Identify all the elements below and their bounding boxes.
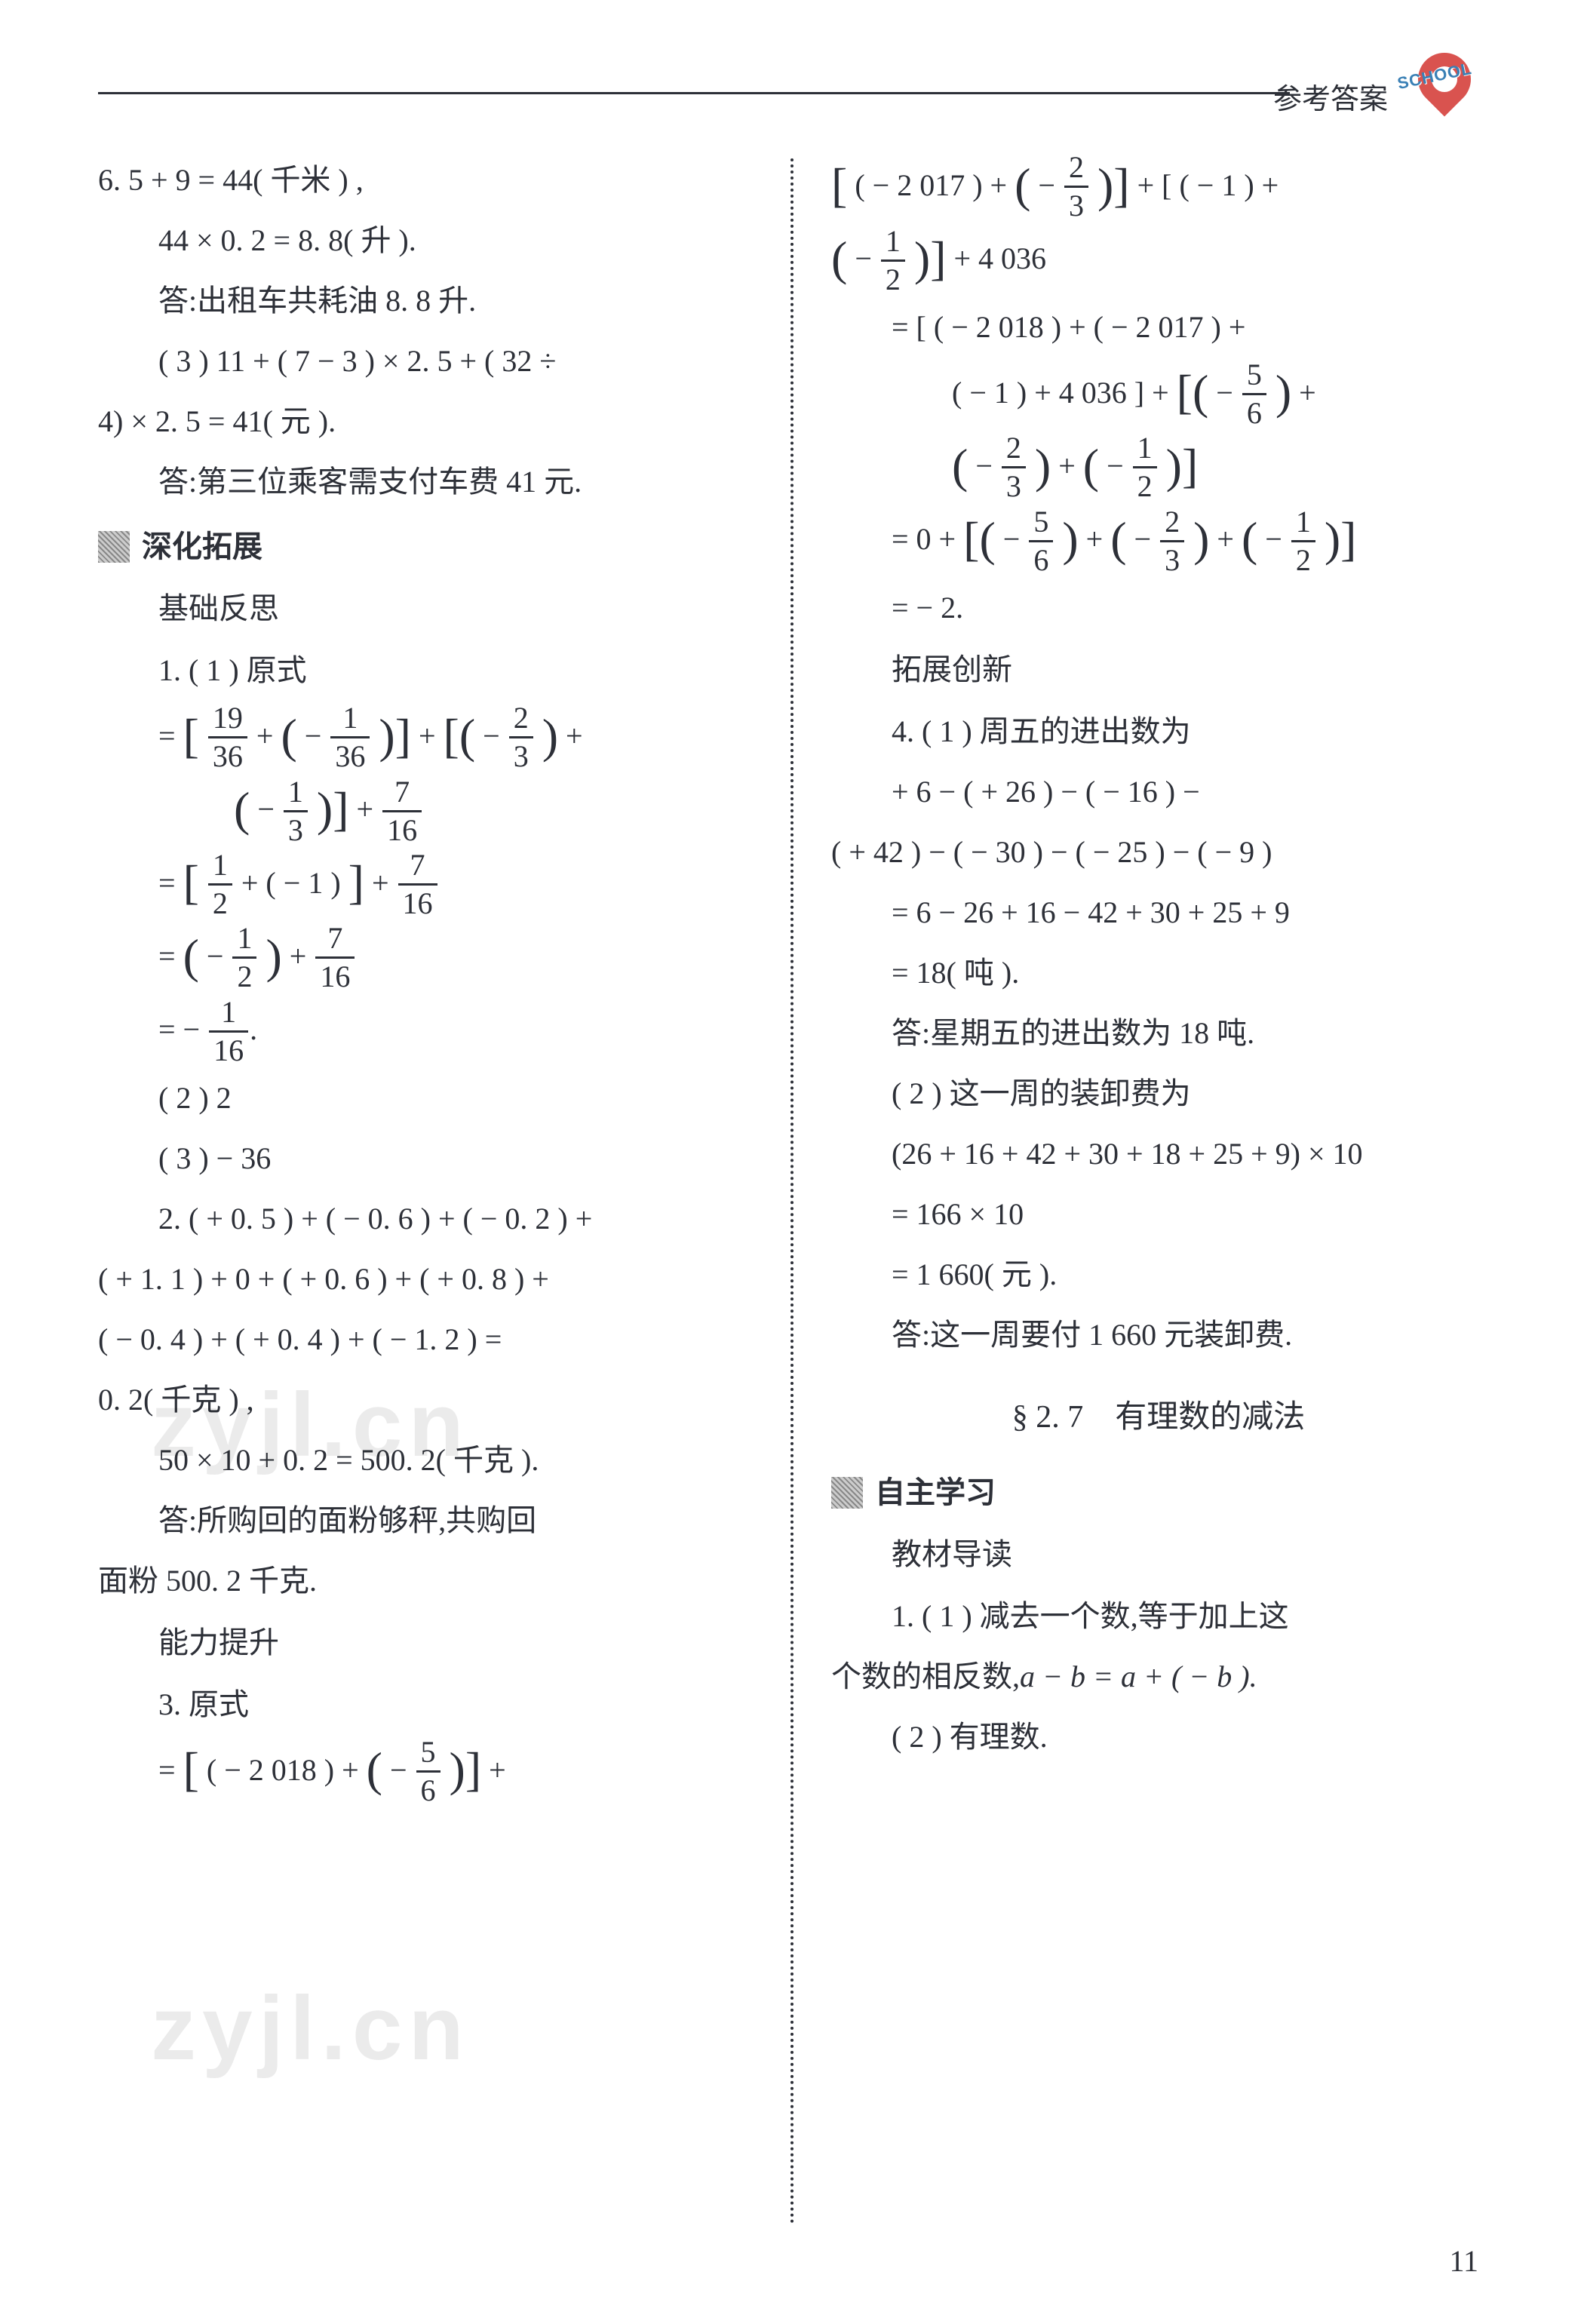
answer-3: ( 3 ) − 36 (98, 1129, 753, 1188)
problem-3: 3. 原式 (98, 1675, 753, 1734)
text-line: (26 + 16 + 42 + 30 + 18 + 25 + 9) × 10 (831, 1125, 1486, 1183)
text-line: 个数的相反数,a − b = a + ( − b ). (831, 1647, 1486, 1706)
equation-line: = 0 + [( − 56 ) + ( − 23 ) + ( − 12 )] (831, 505, 1486, 576)
text-line: = 18( 吨 ). (831, 944, 1486, 1002)
equation-line: = [ ( − 2 018 ) + ( − 56 )] + (98, 1736, 753, 1807)
text-line: 面粉 500. 2 千克. (98, 1552, 753, 1610)
equation-line: ( − 13 )] + 716 (98, 775, 753, 846)
square-bullet-icon (831, 1477, 863, 1509)
text-line: 0. 2( 千克 ) , (98, 1371, 753, 1429)
text-line: ( 3 ) 11 + ( 7 − 3 ) × 2. 5 + ( 32 ÷ (98, 332, 753, 391)
sub-heading: 教材导读 (831, 1525, 1486, 1584)
question-2: ( 2 ) 有理数. (831, 1708, 1486, 1767)
problem-2: 2. ( + 0. 5 ) + ( − 0. 6 ) + ( − 0. 2 ) … (98, 1190, 753, 1248)
text-line: 答:出租车共耗油 8. 8 升. (98, 272, 753, 330)
text-line: 44 × 0. 2 = 8. 8( 升 ). (98, 211, 753, 270)
text-line: 答:所购回的面粉够秤,共购回 (98, 1491, 753, 1550)
question-1: 1. ( 1 ) 减去一个数,等于加上这 (831, 1587, 1486, 1646)
text-line: 50 × 10 + 0. 2 = 500. 2( 千克 ). (98, 1431, 753, 1490)
fraction: 1936 (208, 703, 247, 772)
section-label: 自主学习 (875, 1463, 996, 1522)
header-label: 参考答案 (1273, 75, 1388, 117)
section-title: § 2. 7 有理数的减法 (831, 1387, 1486, 1449)
sub-heading: 拓展创新 (831, 640, 1486, 699)
text-line: 4) × 2. 5 = 41( 元 ). (98, 392, 753, 451)
equation-line: ( − 1 ) + 4 036 ] + [( − 56 ) + (831, 358, 1486, 430)
problem-4: 4. ( 1 ) 周五的进出数为 (831, 702, 1486, 761)
content-columns: 6. 5 + 9 = 44( 千米 ) , 44 × 0. 2 = 8. 8( … (98, 151, 1486, 2233)
equation-line: = − 2. (831, 579, 1486, 637)
text-line: ( − 0. 4 ) + ( + 0. 4 ) + ( − 1. 2 ) = (98, 1310, 753, 1369)
page-number: 11 (1449, 2243, 1478, 2279)
school-badge: SCHOOL (1403, 53, 1486, 136)
right-column: [ ( − 2 017 ) + ( − 23 )] + [ ( − 1 ) + … (794, 151, 1486, 2233)
equation-line: = ( − 12 ) + 716 (98, 922, 753, 993)
text-line: 6. 5 + 9 = 44( 千米 ) , (98, 151, 753, 210)
text-line: ( 2 ) 这一周的装卸费为 (831, 1064, 1486, 1123)
page-header: 参考答案 SCHOOL (98, 60, 1486, 128)
text-line: + 6 − ( + 26 ) − ( − 16 ) − (831, 763, 1486, 821)
text-line: 答:这一周要付 1 660 元装卸费. (831, 1306, 1486, 1365)
section-label: 深化拓展 (142, 517, 262, 576)
sub-heading: 能力提升 (98, 1613, 753, 1672)
text-line: = 166 × 10 (831, 1185, 1486, 1244)
page: 参考答案 SCHOOL 6. 5 + 9 = 44( 千米 ) , 44 × 0… (0, 0, 1584, 2324)
sub-heading: 基础反思 (98, 579, 753, 638)
text-line: ( + 1. 1 ) + 0 + ( + 0. 6 ) + ( + 0. 8 )… (98, 1250, 753, 1309)
equation-line: = − 116. (98, 995, 753, 1067)
text-line: ( + 42 ) − ( − 30 ) − ( − 25 ) − ( − 9 ) (831, 823, 1486, 882)
header-rule (98, 92, 1290, 94)
section-heading: 自主学习 (831, 1463, 1486, 1522)
text-line: 答:第三位乘客需支付车费 41 元. (98, 453, 753, 511)
equation-line: = [ 12 + ( − 1 ) ] + 716 (98, 849, 753, 920)
section-heading: 深化拓展 (98, 517, 753, 576)
equation-line: = [ 1936 + ( − 136 )] + [( − 23 ) + (98, 701, 753, 773)
square-bullet-icon (98, 531, 130, 563)
answer-2: ( 2 ) 2 (98, 1069, 753, 1128)
left-column: 6. 5 + 9 = 44( 千米 ) , 44 × 0. 2 = 8. 8( … (98, 151, 790, 2233)
problem-1: 1. ( 1 ) 原式 (98, 641, 753, 700)
equation-line: ( − 23 ) + ( − 12 )] (831, 431, 1486, 503)
text-line: = 6 − 26 + 16 − 42 + 30 + 25 + 9 (831, 883, 1486, 942)
text-line: = 1 660( 元 ). (831, 1245, 1486, 1304)
text-line: 答:星期五的进出数为 18 吨. (831, 1004, 1486, 1063)
equation-line: [ ( − 2 017 ) + ( − 23 )] + [ ( − 1 ) + (831, 151, 1486, 223)
equation-line: ( − 12 )] + 4 036 (831, 224, 1486, 296)
equation-line: = [ ( − 2 018 ) + ( − 2 017 ) + (831, 298, 1486, 357)
